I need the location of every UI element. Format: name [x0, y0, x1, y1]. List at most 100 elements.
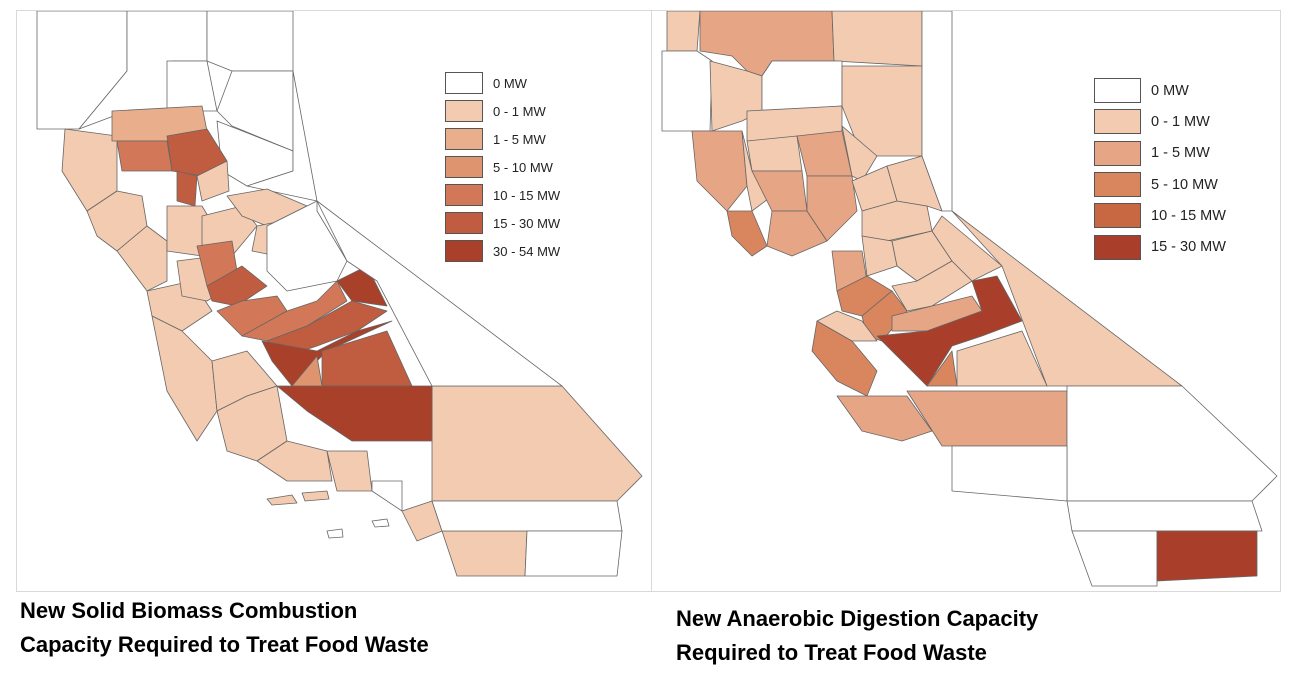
county	[761, 60, 843, 112]
county	[256, 440, 333, 482]
county	[326, 450, 373, 492]
county	[431, 385, 643, 502]
legend-swatch	[445, 156, 483, 178]
legend-label: 1 - 5 MW	[493, 131, 546, 147]
legend: 0 MW 0 - 1 MW 1 - 5 MW 5 - 10 MW 10 - 15 MW 1…	[445, 69, 560, 265]
legend-label: 0 - 1 MW	[1151, 113, 1210, 130]
map-panel-left: 0 MW 0 - 1 MW 1 - 5 MW 5 - 10 MW 10 - 15 MW 1…	[16, 10, 652, 592]
county	[316, 200, 563, 387]
legend-swatch	[1094, 234, 1141, 260]
legend-label: 5 - 10 MW	[493, 159, 553, 175]
legend-label: 0 - 1 MW	[493, 103, 546, 119]
county	[806, 175, 858, 242]
legend-swatch	[445, 184, 483, 206]
legend-label: 5 - 10 MW	[1151, 176, 1218, 193]
legend-swatch	[445, 100, 483, 122]
county	[176, 170, 198, 207]
county	[246, 70, 318, 202]
legend-item: 0 MW	[1094, 75, 1226, 106]
county	[886, 155, 943, 212]
county	[524, 530, 623, 577]
county	[441, 530, 528, 577]
legend-item: 30 - 54 MW	[445, 237, 560, 265]
legend-item: 5 - 10 MW	[1094, 169, 1226, 200]
county	[1066, 385, 1278, 502]
legend: 0 MW 0 - 1 MW 1 - 5 MW 5 - 10 MW 10 - 15 MW 1…	[1094, 75, 1226, 263]
legend-swatch	[445, 128, 483, 150]
county-layer	[661, 11, 1278, 587]
county	[666, 11, 701, 52]
legend-item: 0 - 1 MW	[445, 97, 560, 125]
island	[266, 494, 298, 506]
legend-swatch	[445, 72, 483, 94]
county	[166, 60, 218, 112]
map-panel-right: 0 MW 0 - 1 MW 1 - 5 MW 5 - 10 MW 10 - 15 MW 1…	[651, 10, 1281, 592]
county	[151, 315, 218, 442]
legend-label: 15 - 30 MW	[493, 215, 561, 231]
county	[336, 265, 388, 307]
county	[766, 210, 828, 257]
county	[371, 480, 403, 512]
county	[931, 215, 1003, 282]
county	[216, 70, 294, 152]
county	[206, 265, 268, 307]
county	[276, 385, 433, 442]
legend-item: 15 - 30 MW	[1094, 231, 1226, 262]
county	[746, 135, 803, 172]
county	[1066, 500, 1263, 532]
county	[726, 210, 768, 257]
county	[1071, 530, 1158, 587]
legend-swatch	[1094, 172, 1141, 198]
island	[326, 528, 344, 539]
county-layer	[36, 11, 643, 577]
caption-line: New Solid Biomass Combustion	[20, 598, 358, 623]
county	[951, 445, 1068, 502]
legend-swatch	[445, 212, 483, 234]
county	[876, 275, 1023, 387]
legend-label: 0 MW	[1151, 82, 1189, 99]
legend-label: 15 - 30 MW	[1151, 239, 1226, 256]
map-caption: New Solid Biomass Combustion Capacity Re…	[20, 594, 429, 662]
legend-label: 1 - 5 MW	[1151, 145, 1210, 162]
legend-label: 10 - 15 MW	[1151, 207, 1226, 224]
caption-line: Capacity Required to Treat Food Waste	[20, 632, 429, 657]
county	[926, 350, 958, 387]
legend-swatch	[1094, 203, 1141, 229]
legend-item: 10 - 15 MW	[1094, 200, 1226, 231]
county	[816, 310, 878, 342]
county	[951, 210, 1183, 387]
island	[301, 490, 330, 502]
county	[116, 225, 168, 292]
county	[861, 235, 898, 277]
county	[216, 295, 288, 337]
legend-swatch	[1094, 78, 1141, 104]
county	[921, 11, 953, 212]
county	[431, 500, 623, 532]
legend-label: 0 MW	[493, 75, 527, 91]
legend-swatch	[445, 240, 483, 262]
county	[831, 11, 923, 67]
county	[796, 130, 853, 177]
county	[116, 140, 173, 172]
county	[1156, 530, 1258, 582]
county	[691, 130, 748, 212]
california-map-left	[36, 11, 643, 577]
caption-line: New Anaerobic Digestion Capacity	[676, 606, 1039, 631]
county	[196, 160, 230, 202]
legend-swatch	[1094, 140, 1141, 166]
legend-item: 1 - 5 MW	[445, 125, 560, 153]
california-map-right	[661, 11, 1278, 587]
legend-item: 0 MW	[445, 69, 560, 97]
legend-item: 5 - 10 MW	[445, 153, 560, 181]
legend-label: 30 - 54 MW	[493, 243, 561, 259]
county	[906, 390, 1068, 447]
legend-item: 0 - 1 MW	[1094, 106, 1226, 137]
legend-swatch	[1094, 109, 1141, 135]
county	[266, 200, 348, 292]
legend-item: 10 - 15 MW	[445, 181, 560, 209]
legend-item: 1 - 5 MW	[1094, 138, 1226, 169]
island	[371, 518, 390, 528]
county	[661, 50, 713, 132]
map-caption: New Anaerobic Digestion Capacity Require…	[676, 602, 1038, 670]
county	[206, 11, 294, 72]
